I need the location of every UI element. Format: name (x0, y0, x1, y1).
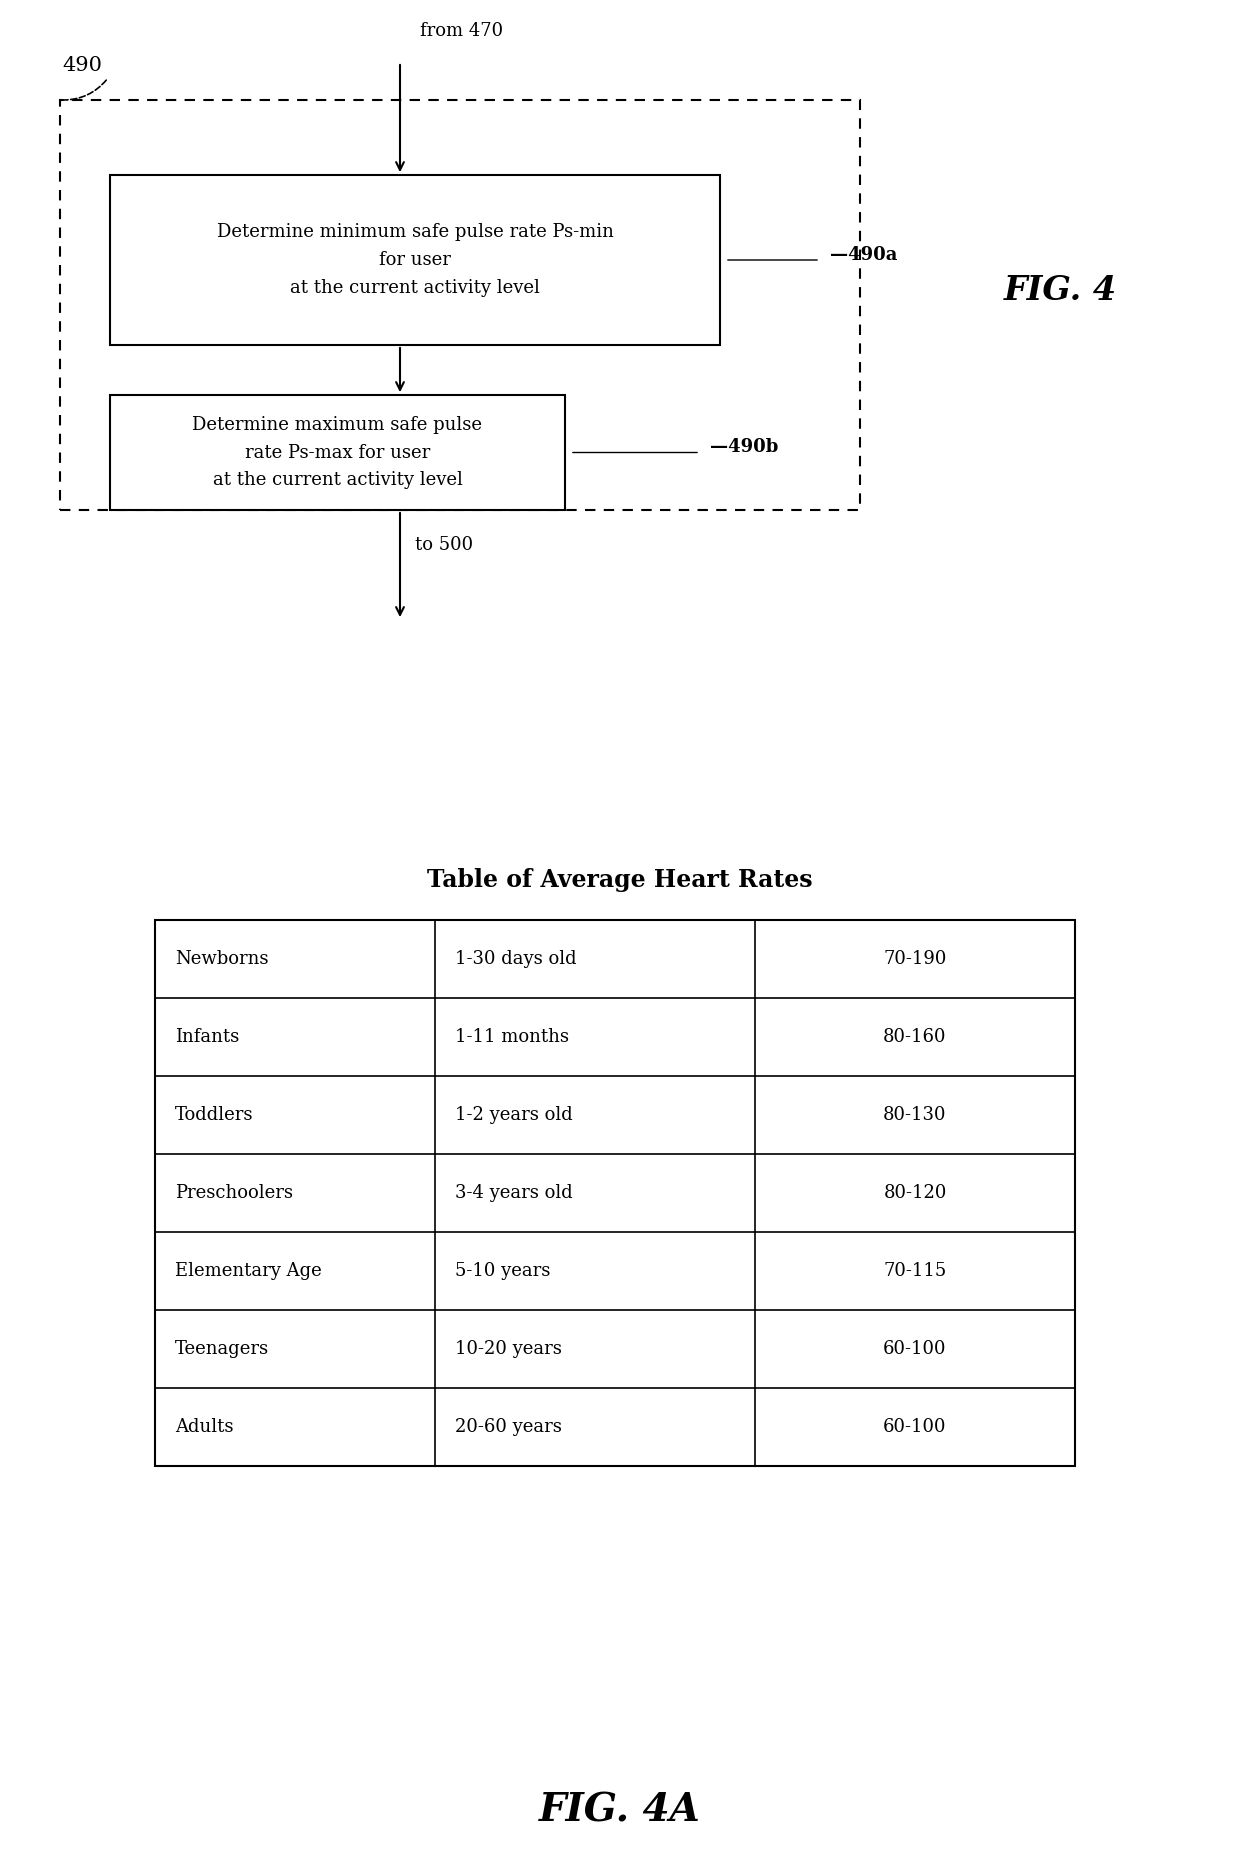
Bar (155, 919, 1075, 1466)
Text: 5-10 years: 5-10 years (455, 1262, 551, 1280)
Text: 80-120: 80-120 (883, 1183, 946, 1202)
Text: 80-130: 80-130 (883, 1106, 947, 1123)
Text: Toddlers: Toddlers (175, 1106, 253, 1123)
Text: Teenagers: Teenagers (175, 1340, 269, 1357)
Text: 3-4 years old: 3-4 years old (455, 1183, 573, 1202)
Text: 70-115: 70-115 (883, 1262, 946, 1280)
Text: 10-20 years: 10-20 years (455, 1340, 562, 1357)
Text: Elementary Age: Elementary Age (175, 1262, 321, 1280)
Text: 80-160: 80-160 (883, 1028, 947, 1046)
Text: 490: 490 (62, 56, 102, 75)
Text: Preschoolers: Preschoolers (175, 1183, 293, 1202)
Text: Determine minimum safe pulse rate Ps-min
for user
at the current activity level: Determine minimum safe pulse rate Ps-min… (217, 223, 614, 298)
Text: FIG. 4A: FIG. 4A (539, 1792, 701, 1829)
Text: 1-30 days old: 1-30 days old (455, 949, 577, 968)
Text: 1-11 months: 1-11 months (455, 1028, 569, 1046)
Text: Infants: Infants (175, 1028, 239, 1046)
Text: Table of Average Heart Rates: Table of Average Heart Rates (428, 869, 812, 891)
Bar (110, 395, 565, 509)
Text: from 470: from 470 (420, 22, 503, 39)
Text: Adults: Adults (175, 1417, 233, 1436)
Text: —490a: —490a (830, 245, 898, 264)
Text: to 500: to 500 (415, 535, 474, 554)
Text: 70-190: 70-190 (883, 949, 946, 968)
Text: 60-100: 60-100 (883, 1340, 947, 1357)
Text: 60-100: 60-100 (883, 1417, 947, 1436)
Text: Newborns: Newborns (175, 949, 269, 968)
Text: 20-60 years: 20-60 years (455, 1417, 562, 1436)
Bar (60, 99, 861, 509)
Text: Determine maximum safe pulse
rate Ps-max for user
at the current activity level: Determine maximum safe pulse rate Ps-max… (192, 416, 482, 489)
Bar (110, 174, 720, 344)
Text: —490b: —490b (711, 438, 779, 457)
Text: FIG. 4: FIG. 4 (1003, 273, 1116, 307)
Text: 1-2 years old: 1-2 years old (455, 1106, 573, 1123)
